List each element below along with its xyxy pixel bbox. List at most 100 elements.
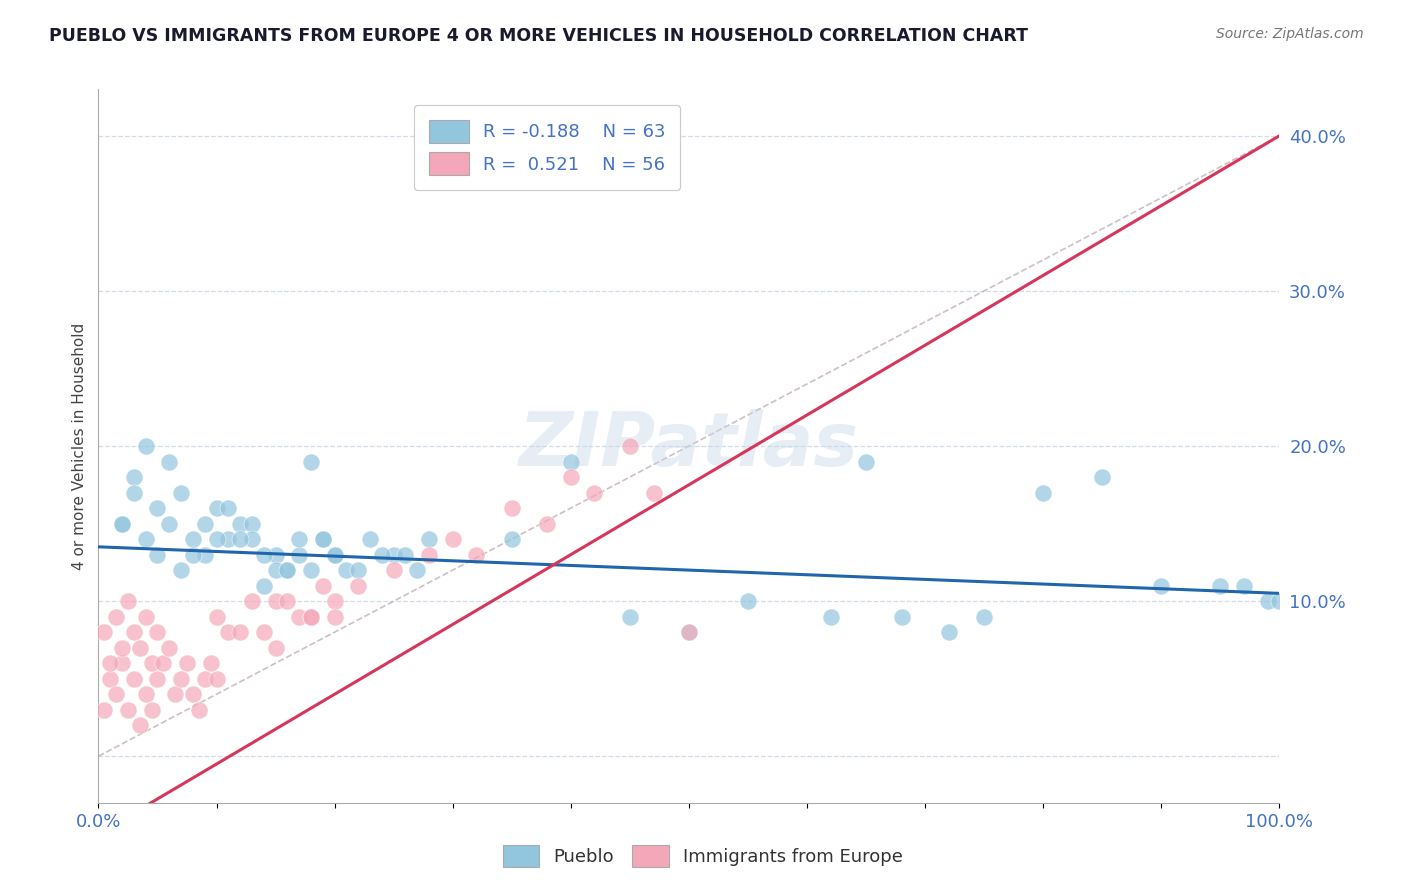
Point	[122, 672, 145, 686]
Point	[217, 501, 239, 516]
Point	[737, 594, 759, 608]
Point	[181, 548, 204, 562]
Point	[1209, 579, 1232, 593]
Point	[288, 548, 311, 562]
Point	[205, 532, 228, 546]
Point	[176, 656, 198, 670]
Point	[678, 625, 700, 640]
Point	[205, 672, 228, 686]
Point	[181, 687, 204, 701]
Point	[93, 703, 115, 717]
Point	[264, 563, 287, 577]
Point	[973, 609, 995, 624]
Point	[200, 656, 222, 670]
Point	[1257, 594, 1279, 608]
Point	[406, 563, 429, 577]
Point	[288, 609, 311, 624]
Point	[465, 548, 488, 562]
Point	[678, 625, 700, 640]
Point	[146, 672, 169, 686]
Text: Source: ZipAtlas.com: Source: ZipAtlas.com	[1216, 27, 1364, 41]
Point	[229, 516, 252, 531]
Point	[122, 625, 145, 640]
Point	[312, 532, 335, 546]
Point	[276, 594, 298, 608]
Point	[264, 594, 287, 608]
Point	[938, 625, 960, 640]
Point	[122, 470, 145, 484]
Point	[141, 703, 163, 717]
Point	[122, 485, 145, 500]
Point	[619, 439, 641, 453]
Point	[394, 548, 416, 562]
Point	[299, 609, 322, 624]
Point	[157, 454, 180, 468]
Point	[135, 609, 157, 624]
Point	[170, 563, 193, 577]
Point	[418, 532, 440, 546]
Point	[194, 548, 217, 562]
Point	[619, 609, 641, 624]
Point	[288, 532, 311, 546]
Point	[501, 501, 523, 516]
Point	[135, 532, 157, 546]
Point	[536, 516, 558, 531]
Point	[643, 485, 665, 500]
Point	[111, 656, 134, 670]
Point	[135, 687, 157, 701]
Point	[299, 563, 322, 577]
Point	[146, 501, 169, 516]
Point	[820, 609, 842, 624]
Point	[253, 579, 276, 593]
Legend: Pueblo, Immigrants from Europe: Pueblo, Immigrants from Europe	[496, 838, 910, 874]
Point	[359, 532, 381, 546]
Point	[1268, 594, 1291, 608]
Point	[441, 532, 464, 546]
Point	[205, 609, 228, 624]
Point	[117, 703, 139, 717]
Point	[105, 609, 128, 624]
Point	[323, 548, 346, 562]
Point	[111, 516, 134, 531]
Point	[382, 563, 405, 577]
Point	[170, 672, 193, 686]
Legend: R = -0.188    N = 63, R =  0.521    N = 56: R = -0.188 N = 63, R = 0.521 N = 56	[415, 105, 681, 190]
Text: PUEBLO VS IMMIGRANTS FROM EUROPE 4 OR MORE VEHICLES IN HOUSEHOLD CORRELATION CHA: PUEBLO VS IMMIGRANTS FROM EUROPE 4 OR MO…	[49, 27, 1028, 45]
Point	[165, 687, 187, 701]
Point	[98, 656, 121, 670]
Point	[501, 532, 523, 546]
Point	[98, 672, 121, 686]
Point	[181, 532, 204, 546]
Point	[240, 532, 263, 546]
Point	[217, 532, 239, 546]
Point	[146, 625, 169, 640]
Point	[276, 563, 298, 577]
Point	[253, 548, 276, 562]
Point	[264, 640, 287, 655]
Point	[105, 687, 128, 701]
Point	[583, 485, 606, 500]
Point	[312, 579, 335, 593]
Point	[1032, 485, 1054, 500]
Y-axis label: 4 or more Vehicles in Household: 4 or more Vehicles in Household	[72, 322, 87, 570]
Point	[253, 625, 276, 640]
Point	[135, 439, 157, 453]
Point	[890, 609, 912, 624]
Point	[187, 703, 209, 717]
Point	[141, 656, 163, 670]
Point	[229, 532, 252, 546]
Point	[323, 609, 346, 624]
Point	[312, 532, 335, 546]
Point	[418, 548, 440, 562]
Point	[157, 640, 180, 655]
Point	[299, 609, 322, 624]
Point	[240, 594, 263, 608]
Point	[111, 640, 134, 655]
Point	[152, 656, 174, 670]
Point	[276, 563, 298, 577]
Point	[323, 548, 346, 562]
Point	[1091, 470, 1114, 484]
Point	[299, 454, 322, 468]
Point	[382, 548, 405, 562]
Point	[93, 625, 115, 640]
